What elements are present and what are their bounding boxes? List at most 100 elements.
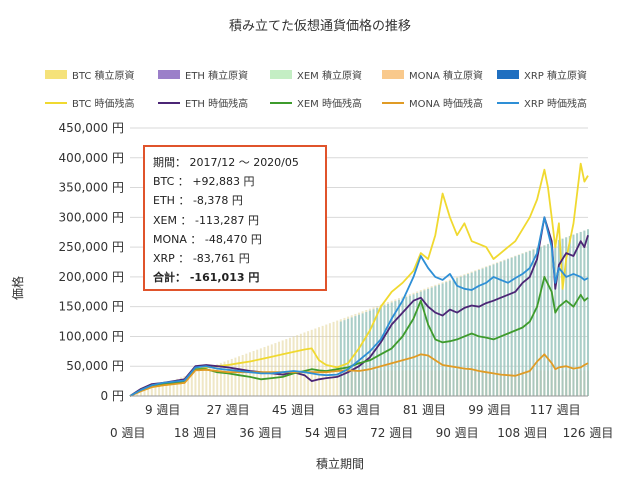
principal-bar [416,293,419,396]
principal-bar [161,384,164,396]
row-label: BTC ： [153,175,189,189]
legend-label: ETH 時価残高 [185,97,248,110]
principal-bar [427,288,430,396]
principal-bar [205,368,208,396]
principal-bar [492,264,495,396]
principal-bar [394,301,397,396]
value-line [129,353,589,397]
x-tick-label: 108 週目 [497,426,548,440]
legend: BTC 積立原資 ETH 積立原資 XEM 積立原資 MONA 積立原資 XRP 積立原… [45,69,587,110]
principal-bar [154,386,157,396]
row-value: -113,287 円 [194,213,259,227]
legend-swatch [497,70,519,79]
period-label: 期間： [153,156,186,169]
principal-bar [285,339,288,396]
summary-row-xrp: XRP ： -83,761 円 [153,249,317,268]
principal-bar [547,244,550,396]
principal-bar [543,245,546,396]
principal-bar [150,388,153,396]
principal-bar [139,392,142,396]
principal-bar [565,237,568,396]
principal-bar [321,325,324,396]
principal-bar [350,317,353,396]
principal-bar [416,293,419,396]
x-tick-label: 117 週目 [530,403,581,417]
principal-bar [448,280,451,396]
principal-bar [452,279,455,396]
legend-label: BTC 積立原資 [72,69,135,82]
principal-bar [336,320,339,396]
total-value: -161,013 円 [189,271,260,285]
principal-bar [441,283,444,396]
principal-bar [572,234,575,396]
principal-bar [219,362,222,396]
principal-bar [503,260,506,396]
principal-bar [536,248,539,396]
x-tick-label: 63 週目 [337,403,380,417]
principal-bar [561,238,564,396]
legend-label: MONA 積立原資 [409,69,483,82]
value-lines [129,162,589,397]
principal-bar [376,307,379,396]
principal-bar [158,385,161,396]
principal-bar [499,261,502,396]
principal-bar [445,282,448,396]
principal-bar [507,259,510,396]
principal-bar [503,260,506,396]
principal-bar [412,294,415,396]
principal-bar [368,310,371,396]
principal-bar [361,313,364,396]
principal-bar [536,248,539,396]
principal-bar [136,393,139,396]
y-tick-label: 400,000 円 [59,151,124,165]
principal-bar [354,316,357,396]
principal-bar [474,271,477,396]
legend-label: MONA 時価残高 [409,97,483,110]
y-tick-label: 450,000 円 [59,121,124,135]
principal-bar [485,267,488,396]
principal-bar [539,246,542,396]
principal-bar [456,278,459,396]
principal-bar [532,249,535,396]
principal-bar [179,377,182,396]
principal-bar [328,323,331,396]
period-row: 期間： 2017/12 ～ 2020/05 [153,153,317,172]
legend-label: XEM 時価残高 [297,97,362,110]
principal-bar [292,336,295,396]
principal-bar [554,241,557,396]
principal-bar [579,231,582,396]
summary-row-xem: XEM ： -113,287 円 [153,211,317,230]
summary-box: 期間： 2017/12 ～ 2020/05 BTC ： +92,883 円 ET… [143,145,327,291]
principal-bar [310,329,313,396]
principal-bar [477,269,480,396]
axes: 0 円 50,000 円 100,000 円 150,000 円 200,000 円 25… [59,121,614,440]
principal-bar [554,241,557,396]
legend-label: ETH 積立原資 [185,69,248,82]
principal-bar [343,320,346,396]
principal-bar [168,381,171,396]
principal-bar [307,331,310,396]
principal-bar [208,366,211,396]
principal-bar [488,265,491,396]
principal-bar [517,255,520,396]
principal-bar [532,249,535,396]
principal-bar [557,240,560,396]
principal-bar [281,340,284,396]
principal-bar [299,333,302,396]
x-tick-label: 126 週目 [563,426,614,440]
principal-bar [296,335,299,396]
row-value: -48,470 円 [204,232,262,246]
principal-bar [419,291,422,396]
row-label: MONA ： [153,232,202,246]
principal-bar [488,265,491,396]
y-tick-label: 350,000 円 [59,181,124,195]
principal-bar [147,389,150,396]
row-label: XEM ： [153,213,192,227]
principal-bar [430,287,433,396]
principal-bar [474,271,477,396]
legend-swatch [158,70,180,79]
principal-bar [583,230,586,396]
principal-bar [521,253,524,396]
principal-bar [394,301,397,396]
principal-bar [517,255,520,396]
